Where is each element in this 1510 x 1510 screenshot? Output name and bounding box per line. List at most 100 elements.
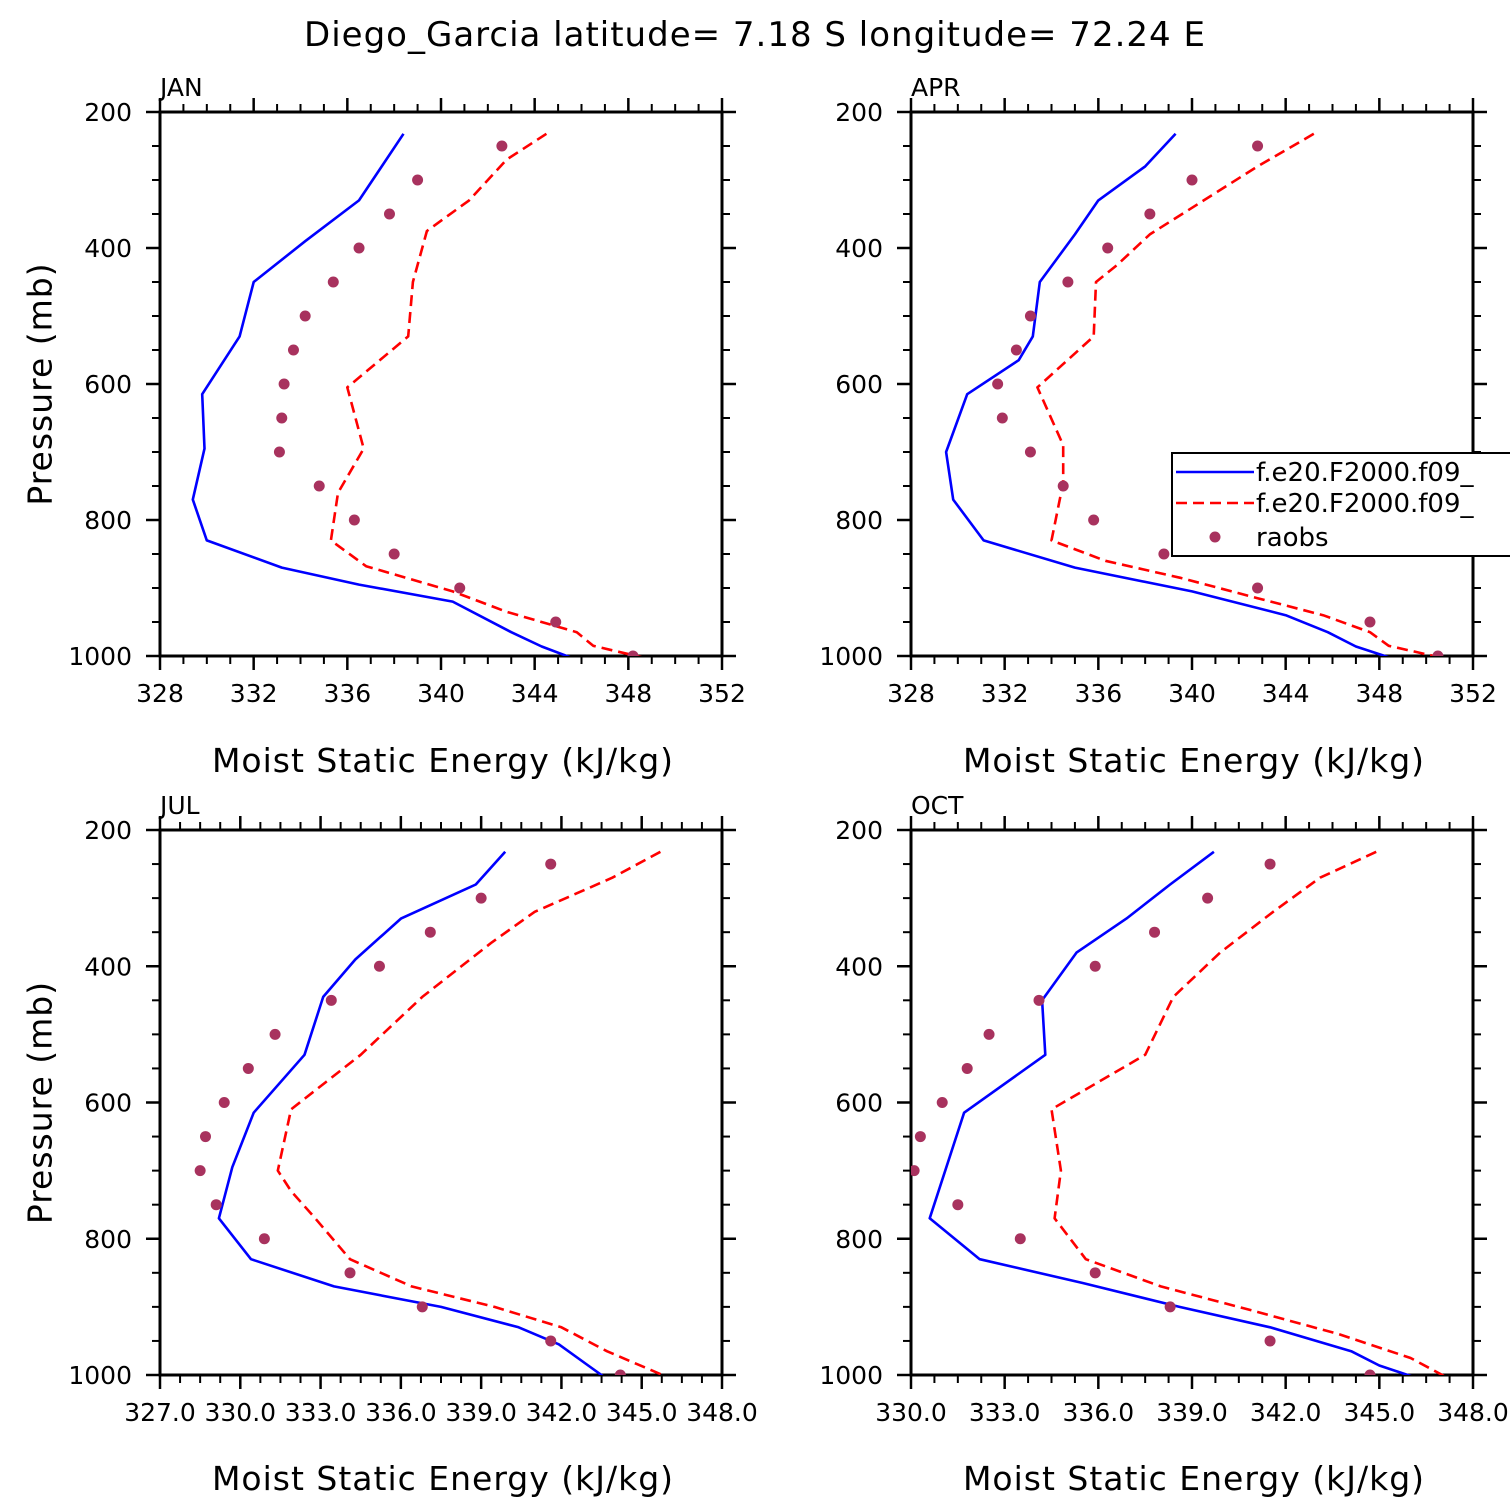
panel-oct: OCT 330.0 333.0 336.0 339.0 342.0 345.0 348.0 20… bbox=[819, 791, 1508, 1498]
obs-point bbox=[614, 1369, 626, 1375]
x-tick-label: 348.0 bbox=[686, 1398, 758, 1427]
x-tick-label: 328 bbox=[887, 679, 935, 708]
obs-point bbox=[269, 1028, 281, 1040]
x-tick-label: 344 bbox=[1262, 679, 1310, 708]
y-tick-label: 800 bbox=[835, 1225, 883, 1254]
model-line-solid bbox=[944, 132, 1390, 656]
obs-point bbox=[210, 1199, 222, 1211]
obs-point bbox=[1164, 1301, 1176, 1313]
obs-point bbox=[344, 1267, 356, 1279]
obs-point bbox=[1252, 140, 1264, 152]
x-tick-label: 340 bbox=[1168, 679, 1216, 708]
obs-point bbox=[1252, 582, 1264, 594]
model-line-dashed bbox=[276, 850, 666, 1375]
obs-point bbox=[1158, 548, 1170, 560]
x-tick-label: 344 bbox=[511, 679, 559, 708]
obs-point bbox=[388, 548, 400, 560]
obs-point bbox=[1264, 858, 1276, 870]
model-line-dashed bbox=[329, 132, 643, 656]
obs-point bbox=[1089, 1267, 1101, 1279]
x-tick-label: 336 bbox=[323, 679, 371, 708]
model-line-solid bbox=[928, 850, 1412, 1375]
panel-jul: JUL 327.0 330.0 333.0 336.0 339.0 342.0 345.0 34… bbox=[21, 791, 758, 1498]
obs-point bbox=[1062, 276, 1074, 288]
x-tick-label: 345.0 bbox=[1344, 1398, 1416, 1427]
obs-point bbox=[1432, 650, 1444, 656]
plot-frame bbox=[158, 828, 724, 1377]
x-tick-label: 348 bbox=[1355, 679, 1403, 708]
obs-point bbox=[983, 1028, 995, 1040]
x-tick-label: 328 bbox=[136, 679, 184, 708]
y-tick-label: 400 bbox=[84, 952, 132, 981]
obs-point bbox=[325, 994, 337, 1006]
plot-frame bbox=[909, 828, 1475, 1377]
obs-point bbox=[1014, 1233, 1026, 1245]
obs-point bbox=[475, 892, 487, 904]
model-line-dashed bbox=[1050, 850, 1446, 1375]
y-axis-title: Pressure (mb) bbox=[21, 262, 60, 505]
obs-point bbox=[1010, 344, 1022, 356]
legend-label: raobs bbox=[1256, 523, 1329, 553]
legend-label: f.e20.F2000.f09_ bbox=[1256, 458, 1474, 488]
y-tick-label: 1000 bbox=[68, 1361, 132, 1390]
x-tick-label: 332 bbox=[981, 679, 1029, 708]
plot-frame bbox=[158, 110, 724, 658]
obs-point bbox=[1089, 960, 1101, 972]
x-tick-label: 340 bbox=[417, 679, 465, 708]
model-line-solid bbox=[217, 850, 604, 1375]
obs-point bbox=[914, 1131, 926, 1143]
x-axis-title: Moist Static Energy (kJ/kg) bbox=[212, 1459, 674, 1498]
figure-title: Diego_Garcia latitude= 7.18 S longitude=… bbox=[304, 15, 1206, 55]
x-tick-label: 336 bbox=[1074, 679, 1122, 708]
series-group bbox=[191, 132, 643, 656]
panel-title: JAN bbox=[158, 73, 203, 102]
obs-point bbox=[353, 242, 365, 254]
series-group bbox=[944, 132, 1444, 656]
x-tick-label: 339.0 bbox=[1156, 1398, 1228, 1427]
x-tick-label: 336.0 bbox=[365, 1398, 437, 1427]
obs-point bbox=[996, 412, 1008, 424]
y-tick-label: 800 bbox=[84, 506, 132, 535]
obs-point bbox=[1264, 1335, 1276, 1347]
legend-box bbox=[1171, 452, 1510, 557]
obs-point bbox=[327, 276, 339, 288]
obs-point bbox=[911, 1165, 920, 1177]
y-tick-label: 800 bbox=[835, 506, 883, 535]
obs-point bbox=[550, 616, 562, 628]
obs-point bbox=[936, 1097, 948, 1108]
panel-title: APR bbox=[911, 73, 961, 102]
x-tick-label: 333.0 bbox=[969, 1398, 1041, 1427]
y-tick-label: 600 bbox=[84, 1089, 132, 1118]
obs-point bbox=[416, 1301, 428, 1313]
obs-point bbox=[424, 926, 436, 938]
x-axis-title: Moist Static Energy (kJ/kg) bbox=[963, 741, 1425, 780]
obs-point bbox=[199, 1131, 211, 1143]
obs-point bbox=[278, 378, 290, 390]
x-tick-label: 342.0 bbox=[1250, 1398, 1322, 1427]
model-line-solid bbox=[191, 133, 571, 656]
y-tick-label: 1000 bbox=[819, 642, 883, 671]
obs-point bbox=[1057, 480, 1069, 492]
obs-point bbox=[1033, 994, 1045, 1006]
x-tick-label: 348 bbox=[604, 679, 652, 708]
obs-point bbox=[383, 208, 395, 220]
y-tick-label: 200 bbox=[835, 98, 883, 127]
obs-point bbox=[1149, 926, 1161, 938]
obs-point bbox=[1088, 514, 1100, 526]
y-tick-label: 200 bbox=[84, 816, 132, 845]
obs-point bbox=[545, 858, 557, 870]
x-axis-title: Moist Static Energy (kJ/kg) bbox=[212, 741, 674, 780]
obs-point bbox=[952, 1199, 964, 1211]
x-tick-label: 336.0 bbox=[1063, 1398, 1135, 1427]
obs-point bbox=[218, 1097, 230, 1108]
y-tick-label: 600 bbox=[84, 370, 132, 399]
obs-point bbox=[1202, 892, 1214, 904]
x-tick-label: 330.0 bbox=[204, 1398, 276, 1427]
obs-point bbox=[276, 412, 288, 424]
legend-swatch-point bbox=[1209, 531, 1221, 543]
obs-point bbox=[961, 1062, 973, 1074]
x-tick-label: 345.0 bbox=[606, 1398, 678, 1427]
obs-point bbox=[313, 480, 325, 492]
obs-point bbox=[242, 1062, 254, 1074]
